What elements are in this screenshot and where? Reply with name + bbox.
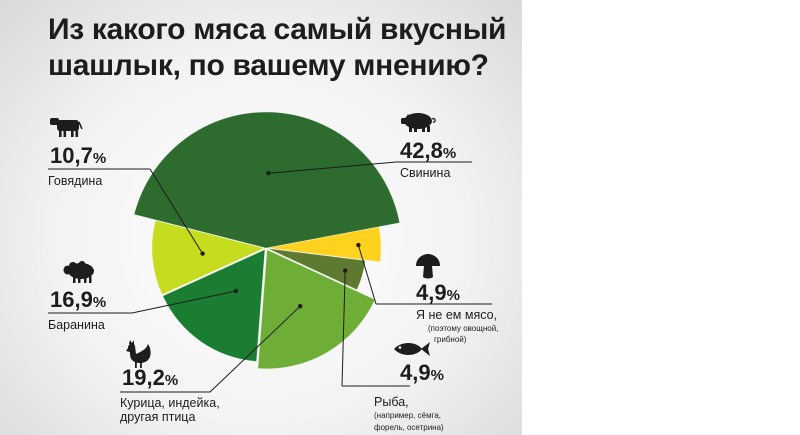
leader-line [268,161,472,174]
callout: 4,9% Рыба, (например, сёмга, форель, осетри… [341,268,444,432]
slice-label: Курица, индейка, [120,396,220,410]
chart-title: Из какого мяса самый вкусный шашлык, по … [48,13,507,82]
leader-line [120,305,301,393]
leader-dot [266,171,271,176]
leader-dot [298,304,303,309]
callout: 16,9% Баранина [48,261,239,332]
leader-line [357,244,492,305]
pie-chart: 42,8% Свинина 4,9% Я не ем мясо, (поэтому ов… [48,111,498,432]
leader-dot [343,268,348,273]
sheep-icon [63,261,94,283]
leader-line [48,168,204,254]
leader-line [341,270,410,387]
pie-slice [267,248,366,291]
infographic-card: Из какого мяса самый вкусный шашлык, по … [0,0,522,435]
slice-value: 16,9% [50,287,106,312]
slice-value: 4,9% [400,360,444,385]
callout: 42,8% Свинина [266,113,472,180]
leader-dot [233,288,239,294]
callout: 10,7% Говядина [48,118,205,256]
pie-slices [133,111,400,370]
pie-slice [151,220,265,295]
leader-line [48,290,237,314]
slice-value: 42,8% [400,138,456,163]
slice-label: другая птица [120,410,195,424]
cow-icon [50,118,83,137]
slice-note: форель, осетрина) [374,423,444,432]
pie-slice [267,226,382,263]
slice-value: 19,2% [122,365,178,390]
pig-icon [401,113,436,132]
leader-dot [356,242,361,248]
pie-slice [133,111,400,249]
slice-label: Рыба, [374,395,409,409]
slice-label: Говядина [48,174,102,188]
slice-note: (например, сёмга, [374,411,441,420]
mushroom-icon [416,254,440,279]
callout: 4,9% Я не ем мясо, (поэтому овощной, грибно… [356,242,498,344]
slice-value: 4,9% [416,280,460,305]
slice-label: Я не ем мясо, [416,308,497,322]
pie-slice [257,249,376,370]
slice-label: Баранина [48,318,105,332]
slice-value: 10,7% [50,143,106,168]
fish-icon [394,342,430,356]
rooster-icon [126,340,151,368]
slice-note: (поэтому овощной, [428,324,498,333]
pie-slice [162,249,266,362]
leader-dot [200,251,205,256]
slice-note: грибной) [434,335,467,344]
callout: 19,2% Курица, индейка,другая птица [120,304,303,424]
slice-label: Свинина [400,166,450,180]
